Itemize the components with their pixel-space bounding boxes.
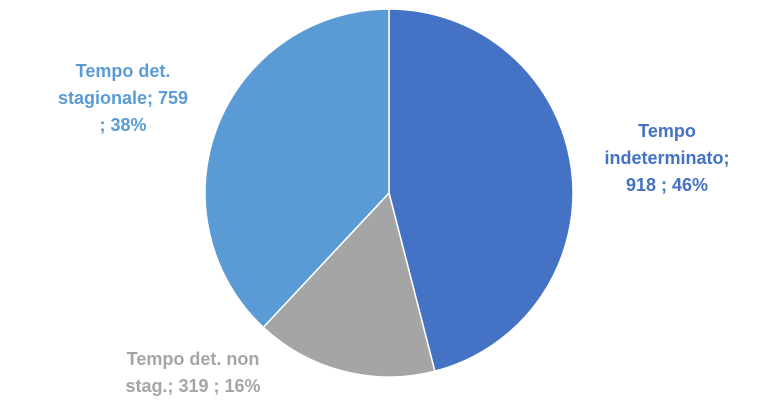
pie-slice-tempo-det-non-stag xyxy=(262,191,436,378)
pie-slice-tempo-indeterminato xyxy=(388,8,574,373)
data-label-line: stag.; 319 ; 16% xyxy=(125,376,261,396)
data-label-tempo-det-stagionale: Tempo det. stagionale; 759 ; 38% xyxy=(28,58,218,139)
data-label-line: stagionale; 759 xyxy=(57,88,189,108)
data-label-line: Tempo xyxy=(638,121,696,141)
data-label-line: ; 38% xyxy=(99,115,147,135)
data-label-tempo-indeterminato: Tempo indeterminato; 918 ; 46% xyxy=(592,118,742,199)
data-label-line: Tempo det. xyxy=(75,61,171,81)
data-label-line: 918 ; 46% xyxy=(625,175,709,195)
pie-slice-tempo-det-stagionale xyxy=(204,8,390,329)
data-label-tempo-det-non-stag: Tempo det. non stag.; 319 ; 16% xyxy=(98,346,288,400)
data-label-line: Tempo det. non xyxy=(126,349,260,369)
data-label-line: indeterminato; xyxy=(604,148,730,168)
